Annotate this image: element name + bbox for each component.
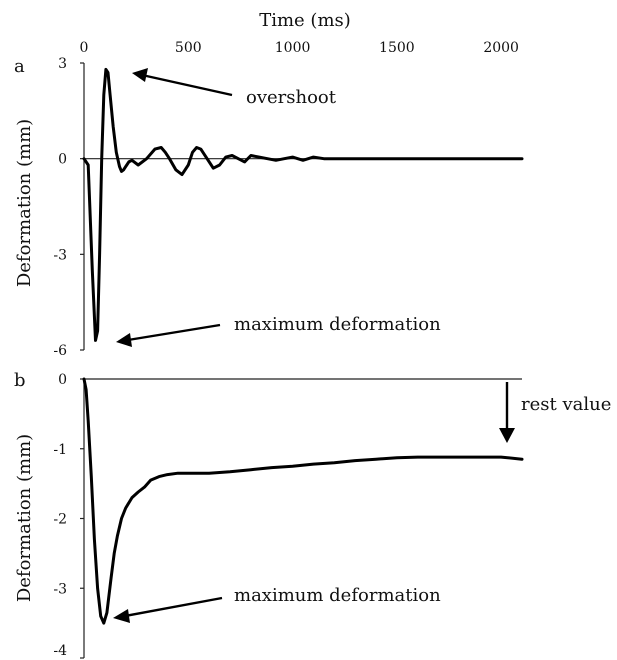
- y-tick-label-a: 3: [58, 56, 67, 72]
- x-axis-title: Time (ms): [259, 10, 351, 31]
- axes-b: [80, 378, 522, 659]
- overshoot-arrowhead: [132, 68, 148, 82]
- x-tick-label: 1500: [379, 40, 415, 56]
- max-deformation-arrowhead-b: [113, 609, 130, 623]
- x-tick-label: 2000: [483, 40, 519, 56]
- max-deformation-label-a: maximum deformation: [234, 314, 441, 335]
- x-tick-label: 500: [175, 40, 202, 56]
- y-tick-labels-b: 0 -1 -2 -3 -4: [53, 372, 67, 659]
- panel-letter-b: b: [14, 370, 26, 391]
- y-tick-label-a: 0: [58, 152, 67, 168]
- max-deformation-arrow-a: [127, 323, 221, 342]
- max-deformation-label-b: maximum deformation: [234, 585, 441, 606]
- y-tick-label-b: -3: [53, 581, 67, 597]
- y-tick-label-b: -2: [53, 512, 67, 528]
- y-tick-labels-a: 3 0 -3 -6: [53, 56, 67, 359]
- panel-letter-a: a: [14, 56, 25, 77]
- y-axis-title-b: Deformation (mm): [14, 434, 35, 602]
- rest-value-label: rest value: [521, 394, 611, 415]
- y-tick-label-b: -4: [53, 643, 67, 659]
- y-tick-label-b: -1: [53, 442, 67, 458]
- max-deformation-arrowhead-a: [116, 333, 132, 347]
- annotation-rest-value: rest value: [499, 382, 611, 443]
- deformation-line-b: [82, 377, 524, 625]
- overshoot-label: overshoot: [246, 87, 337, 108]
- overshoot-arrow: [141, 73, 233, 97]
- panel-a: a Deformation (mm) 0 500 1000 1500 2000 30-3…: [14, 40, 524, 359]
- y-tick-label-a: -6: [53, 343, 67, 359]
- x-tick-label: 1000: [275, 40, 311, 56]
- deformation-line-a: [82, 67, 524, 342]
- annotation-overshoot: overshoot: [132, 68, 337, 108]
- x-tick-labels: 0 500 1000 1500 2000: [80, 40, 519, 56]
- max-deformation-arrow-b: [124, 596, 223, 618]
- rest-value-arrowhead: [499, 428, 515, 443]
- panel-b: b Deformation (mm) 0 -1 -2 -3 -4 maximum def…: [14, 370, 611, 659]
- annotation-maximum-deformation-a: maximum deformation: [116, 314, 441, 347]
- y-axis-title-a: Deformation (mm): [14, 119, 35, 287]
- x-tick-label: 0: [80, 40, 89, 56]
- y-tick-label-a: -3: [53, 247, 67, 263]
- y-tick-label-b: 0: [58, 372, 67, 388]
- annotation-maximum-deformation-b: maximum deformation: [113, 585, 441, 623]
